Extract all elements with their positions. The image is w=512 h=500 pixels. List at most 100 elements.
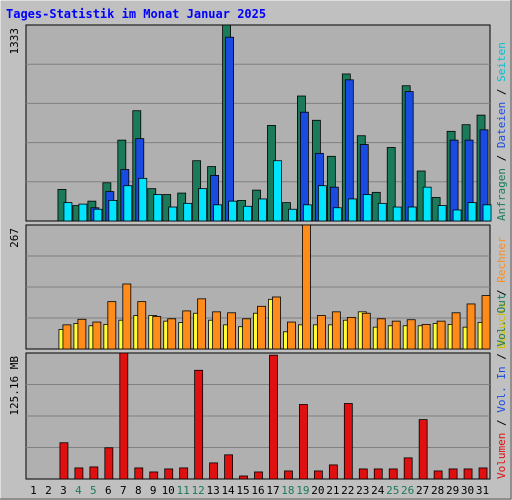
- bar-volumen-day-31: [478, 467, 488, 480]
- x-tick-label: 21: [326, 484, 339, 497]
- bar-rechner-day-16: [257, 305, 266, 350]
- bar-dateien-day-14: [225, 36, 234, 222]
- bar-seiten-day-20: [317, 185, 327, 222]
- bar-seiten-day-8: [138, 177, 148, 222]
- bar-volumen-day-11: [179, 467, 189, 480]
- x-tick-label: 3: [60, 484, 67, 497]
- bar-seiten-day-9: [153, 194, 163, 222]
- bar-rechner-day-25: [391, 320, 401, 350]
- bar-seiten-day-15: [243, 205, 252, 222]
- bar-seiten-day-12: [198, 188, 208, 222]
- bar-volumen-day-23: [358, 468, 368, 480]
- bar-volumen-day-6: [104, 447, 114, 480]
- chart-title: Tages-Statistik im Monat Januar 2025: [6, 7, 266, 21]
- bar-volumen-day-20: [313, 470, 323, 480]
- x-tick-label: 23: [356, 484, 369, 497]
- bar-rechner-day-18: [287, 321, 296, 350]
- bar-rechner-day-6: [107, 301, 117, 350]
- bar-rechner-day-15: [242, 318, 251, 350]
- legend-entry: Volumen: [495, 433, 508, 479]
- bar-volumen-day-16: [254, 471, 263, 480]
- x-tick-label: 9: [150, 484, 157, 497]
- panel-hits: 1333: [8, 24, 492, 222]
- legend-entry: Besuche: [495, 303, 508, 349]
- bar-rechner-day-21: [331, 311, 341, 350]
- bar-rechner-day-23: [361, 312, 371, 350]
- bar-seiten-day-19: [303, 204, 312, 222]
- bar-volumen-day-29: [448, 468, 458, 480]
- bar-seiten-day-10: [168, 206, 178, 222]
- x-tick-label: 14: [221, 484, 235, 497]
- x-tick-label: 7: [120, 484, 127, 497]
- legend-entry: Rechner: [495, 236, 508, 283]
- bar-rechner-day-20: [316, 315, 326, 350]
- legend-entry: Vol. In: [495, 366, 508, 412]
- x-axis-labels: 1 2 3 4 5 6 7 8 9 10 11 12 13 14 15 16 17 18 19 20 21 22 23 24 2…: [30, 484, 489, 497]
- x-tick-label: 26: [401, 484, 414, 497]
- bar-seiten-day-29: [452, 209, 462, 222]
- legends: Anfragen / Dateien / Seiten Besuche / Rec…: [495, 42, 508, 479]
- x-tick-label: 13: [206, 484, 219, 497]
- bar-volumen-day-18: [284, 470, 293, 480]
- x-tick-label: 17: [266, 484, 279, 497]
- bar-volumen-day-9: [149, 471, 159, 480]
- bar-rechner-day-9: [152, 316, 162, 350]
- x-tick-label: 16: [251, 484, 264, 497]
- bar-rechner-day-7: [122, 283, 132, 350]
- x-tick-label: 5: [90, 484, 97, 497]
- bar-rechner-day-4: [77, 318, 87, 350]
- bar-volumen-day-30: [463, 468, 473, 480]
- bar-rechner-day-31: [481, 295, 491, 350]
- bar-seiten-day-28: [437, 205, 447, 222]
- bar-rechner-day-30: [466, 303, 476, 350]
- x-tick-label: 27: [416, 484, 429, 497]
- bar-volumen-day-21: [328, 464, 338, 480]
- x-tick-label: 10: [162, 484, 175, 497]
- bar-seiten-day-4: [78, 203, 88, 222]
- x-tick-label: 12: [192, 484, 205, 497]
- bar-rechner-day-3: [62, 324, 72, 350]
- bar-seiten-day-22: [347, 198, 357, 222]
- x-tick-label: 4: [75, 484, 82, 497]
- legend-entry: Seiten: [495, 42, 508, 82]
- bar-seiten-day-11: [183, 202, 193, 222]
- bar-seiten-day-13: [213, 204, 223, 222]
- bar-seiten-day-25: [392, 206, 402, 222]
- bar-rechner-day-24: [376, 318, 386, 350]
- bar-seiten-day-31: [482, 204, 492, 222]
- x-tick-label: 15: [236, 484, 249, 497]
- bar-rechner-day-8: [137, 301, 147, 350]
- bar-rechner-day-29: [451, 312, 461, 350]
- bar-volumen-day-27: [418, 419, 428, 480]
- bar-seiten-day-24: [377, 202, 387, 222]
- x-tick-label: 19: [296, 484, 309, 497]
- x-tick-label: 31: [476, 484, 489, 497]
- bar-seiten-day-30: [467, 202, 477, 222]
- bar-rechner-day-11: [182, 310, 192, 350]
- legend-entry: Anfragen: [495, 168, 508, 221]
- bar-seiten-day-17: [273, 160, 282, 222]
- bar-volumen-day-14: [224, 454, 233, 480]
- bar-volumen-day-5: [89, 466, 99, 480]
- bar-rechner-day-13: [212, 311, 222, 350]
- bar-rechner-day-22: [346, 317, 356, 350]
- bar-dateien-day-26: [404, 91, 414, 222]
- bar-seiten-day-27: [422, 186, 432, 222]
- bar-volumen-day-13: [209, 462, 219, 480]
- x-tick-label: 22: [341, 484, 354, 497]
- bar-volumen-day-12: [194, 369, 204, 480]
- bar-volumen-day-4: [74, 467, 84, 480]
- x-tick-label: 18: [281, 484, 294, 497]
- bar-seiten-day-26: [407, 206, 417, 222]
- x-tick-label: 2: [45, 484, 52, 497]
- bar-rechner-day-28: [436, 320, 446, 350]
- y-max-label: 1333: [8, 28, 21, 55]
- x-tick-label: 1: [30, 484, 37, 497]
- panel-visits: 267: [8, 224, 491, 350]
- bar-seiten-day-14: [228, 200, 237, 222]
- bar-seiten-day-16: [258, 198, 267, 222]
- x-tick-label: 25: [386, 484, 399, 497]
- bar-dateien-day-29: [449, 139, 459, 222]
- bar-seiten-day-5: [93, 208, 103, 222]
- bar-rechner-day-14: [227, 312, 236, 350]
